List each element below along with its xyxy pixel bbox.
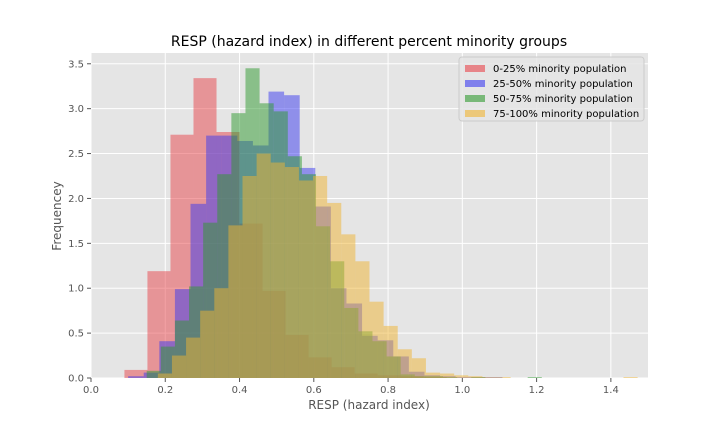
y-tick-label: 2.0 <box>68 194 84 205</box>
legend-swatch <box>465 110 485 117</box>
y-tick-label: 1.0 <box>68 284 84 295</box>
histogram-bar <box>527 377 542 378</box>
histogram-bar <box>383 325 398 378</box>
histogram-bar <box>355 261 370 378</box>
histogram-bar <box>242 175 257 378</box>
histogram-bar <box>440 373 455 378</box>
histogram-bar <box>341 234 356 378</box>
legend-box <box>458 56 645 122</box>
x-tick-label: 0.0 <box>83 385 99 396</box>
x-tick-label: 1.2 <box>529 385 545 396</box>
series-4-bars <box>157 153 638 378</box>
x-axis-label: RESP (hazard index) <box>308 398 430 412</box>
histogram-bar <box>256 153 271 378</box>
histogram-bar <box>284 167 299 378</box>
histogram-bar <box>160 346 175 378</box>
y-tick-label: 1.5 <box>68 239 84 250</box>
legend-label: 25-50% minority population <box>493 79 633 90</box>
y-axis-ticks: 0.0 0.5 1.0 1.5 2.0 2.5 3.0 3.5 <box>68 59 91 385</box>
histogram-bar <box>124 369 148 378</box>
histogram-bar <box>425 372 441 378</box>
x-tick-label: 0.6 <box>306 385 322 396</box>
x-tick-label: 0.2 <box>157 385 173 396</box>
histogram-bar <box>313 175 328 378</box>
y-tick-label: 0.5 <box>68 329 84 340</box>
histogram-bar <box>146 370 161 378</box>
x-tick-label: 0.8 <box>380 385 396 396</box>
y-tick-label: 0.0 <box>68 374 84 385</box>
histogram-bar <box>496 377 511 378</box>
histogram-bar <box>128 376 144 378</box>
x-axis-ticks: 0.0 0.2 0.4 0.6 0.8 1.0 1.2 1.4 <box>83 378 619 396</box>
histogram-bar <box>270 162 285 378</box>
histogram-bar <box>623 377 638 378</box>
legend-label: 75-100% minority population <box>493 109 639 120</box>
histogram-bar <box>298 180 314 378</box>
chart-title: RESP (hazard index) in different percent… <box>171 34 567 50</box>
histogram-bar <box>468 376 483 378</box>
y-tick-label: 3.0 <box>68 104 84 115</box>
histogram-bar <box>228 225 243 378</box>
y-tick-label: 2.5 <box>68 149 84 160</box>
histogram-bar <box>171 355 187 378</box>
legend-label: 50-75% minority population <box>493 94 633 105</box>
legend-swatch <box>465 95 485 102</box>
legend: 0-25% minority population 25-50% minority… <box>458 56 645 122</box>
histogram-bar <box>214 288 229 378</box>
histogram-bar <box>411 358 426 378</box>
y-axis-label: Frequencey <box>50 181 64 250</box>
histogram-bar <box>200 310 215 378</box>
histogram-bar <box>186 337 201 378</box>
histogram-bar <box>157 373 172 378</box>
histogram-bar <box>482 377 497 378</box>
histogram-bar <box>454 375 469 378</box>
legend-swatch <box>465 65 485 72</box>
histogram-bars <box>124 68 638 379</box>
y-tick-label: 3.5 <box>68 59 84 70</box>
histogram-bar <box>369 301 384 378</box>
histogram-bar <box>397 349 412 378</box>
x-tick-label: 1.0 <box>454 385 470 396</box>
x-tick-label: 0.4 <box>232 385 248 396</box>
histogram-bar <box>327 202 342 378</box>
legend-swatch <box>465 80 485 87</box>
legend-label: 0-25% minority population <box>493 64 626 75</box>
x-tick-label: 1.4 <box>603 385 619 396</box>
